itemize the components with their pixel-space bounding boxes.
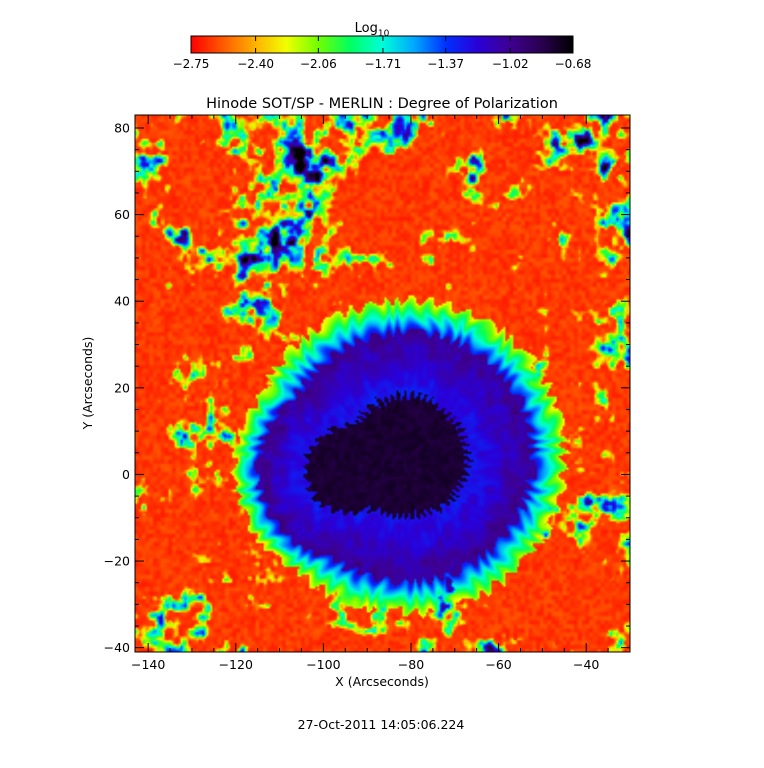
y-axis-label: Y (Arcseconds) [80, 337, 95, 431]
colorbar-tick-label: −1.02 [492, 57, 529, 71]
x-axis: −140 −120 −100 −80 −60 −40 [131, 115, 631, 672]
x-tick-label: −60 [485, 657, 511, 672]
colorbar-gradient [190, 35, 574, 54]
colorbar: Log10 −2.75 −2.40 −2.06 −1.71 −1.37 −1.02 −0.6… [173, 21, 592, 71]
plot-area: −140 −120 −100 −80 −60 −40 −40 −20 0 20 40 60 80 [104, 114, 631, 672]
x-axis-label: X (Arcseconds) [335, 674, 429, 689]
y-tick-label: 60 [114, 207, 130, 222]
colorbar-tick-label: −1.71 [365, 57, 402, 71]
heatmap-image [135, 115, 630, 652]
colorbar-tick-label: −2.40 [237, 57, 274, 71]
plot-frame [134, 114, 631, 653]
y-tick-label: 20 [114, 380, 130, 395]
y-tick-label: −40 [104, 640, 130, 655]
x-tick-label: −140 [131, 657, 165, 672]
colorbar-title: Log10 [355, 21, 390, 39]
x-tick-label: −40 [573, 657, 599, 672]
colorbar-tick-label: −1.37 [427, 57, 464, 71]
colorbar-title-main: Log [355, 21, 378, 36]
x-tick-label: −120 [219, 657, 253, 672]
y-tick-label: 0 [122, 467, 130, 482]
chart-title: Hinode SOT/SP - MERLIN : Degree of Polar… [206, 96, 558, 112]
colorbar-tick-label: −2.06 [300, 57, 337, 71]
colorbar-tick-label: −0.68 [555, 57, 592, 71]
y-tick-label: 40 [114, 294, 130, 309]
y-axis: −40 −20 0 20 40 60 80 [104, 120, 630, 655]
timestamp: 27-Oct-2011 14:05:06.224 [298, 717, 465, 732]
colorbar-title-subscript: 10 [378, 29, 390, 39]
y-tick-label: −20 [104, 554, 130, 569]
y-tick-label: 80 [114, 120, 130, 135]
colorbar-tick-label: −2.75 [173, 57, 210, 71]
x-tick-label: −100 [306, 657, 340, 672]
colorbar-ticks: −2.75 −2.40 −2.06 −1.71 −1.37 −1.02 −0.68 [173, 36, 592, 71]
x-tick-label: −80 [398, 657, 424, 672]
